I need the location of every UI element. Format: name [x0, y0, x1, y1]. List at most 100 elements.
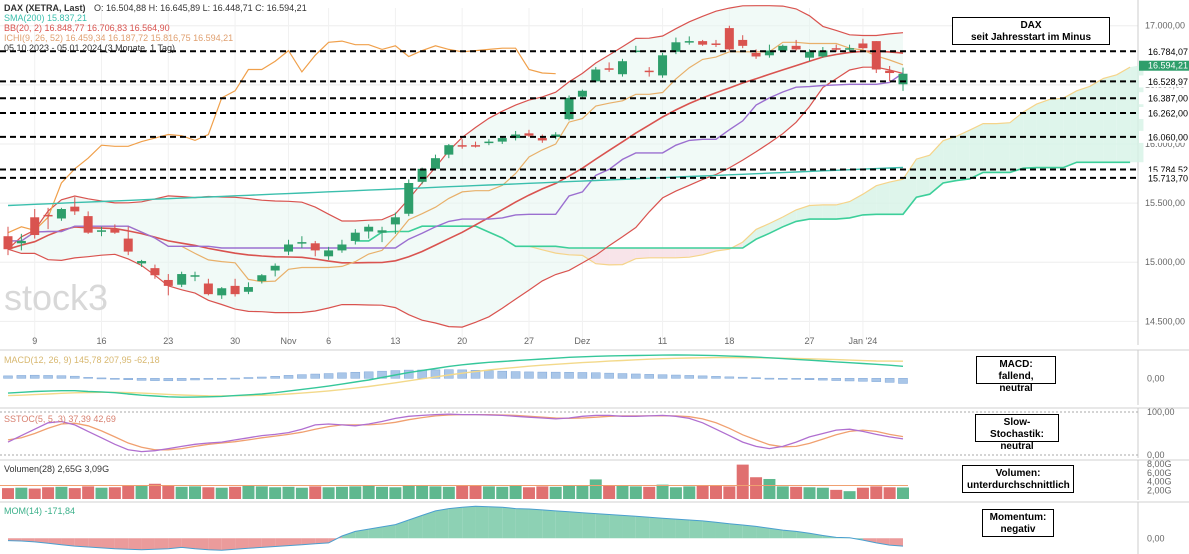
macd-histogram-bar	[898, 378, 908, 384]
macd-y-tick-label: 0,00	[1147, 373, 1165, 383]
momentum-area-segment	[515, 508, 529, 539]
candle-body	[738, 39, 748, 46]
candle-body	[110, 229, 120, 233]
volume-bar	[335, 486, 348, 499]
ichimoku-cloud	[662, 248, 676, 258]
volume-bar	[349, 486, 362, 499]
macd-histogram-bar	[657, 374, 668, 379]
volume-bar	[656, 484, 669, 499]
ichimoku-cloud	[756, 223, 770, 240]
volume-bar	[763, 478, 776, 499]
level-label: 16.262,00	[1148, 109, 1188, 119]
candle-body	[257, 275, 267, 282]
annotation-dax: DAX seit Jahresstart im Minus	[952, 17, 1110, 45]
momentum-area-segment	[88, 538, 102, 548]
candle-body	[551, 134, 561, 137]
sma-legend: SMA(200) 15.837,21	[4, 13, 88, 23]
momentum-area-segment	[675, 519, 690, 539]
stoch-d-line	[7, 413, 904, 451]
macd-histogram-bar	[564, 371, 574, 379]
candle-body	[845, 48, 855, 50]
candle-body	[577, 90, 587, 97]
volume-bar	[803, 487, 816, 499]
candle-body	[417, 168, 427, 182]
momentum-area-segment	[141, 538, 155, 550]
candle-body	[791, 45, 801, 50]
level-label-bg	[1139, 171, 1189, 184]
candle-body	[858, 43, 868, 49]
annotation-dax-line1: DAX	[1020, 20, 1042, 31]
momentum-area-segment	[502, 507, 516, 539]
candle-body	[524, 133, 534, 136]
momentum-area-segment	[889, 538, 903, 547]
candle-body	[56, 209, 66, 219]
momentum-area-segment	[635, 516, 650, 539]
volume-bar	[389, 487, 402, 499]
candle-body	[3, 236, 13, 250]
momentum-area-segment	[582, 512, 596, 539]
volume-y-tick-label: 8,00G	[1147, 459, 1172, 469]
momentum-area-segment	[341, 531, 356, 539]
candle-body	[150, 268, 160, 276]
x-tick-label: 13	[390, 336, 400, 346]
macd-histogram-bar	[163, 378, 174, 382]
momentum-panel: 0,00	[0, 501, 1189, 554]
main-panel: 14.500,00 15.000,00 15.500,00 16.000,00 16.5…	[0, 0, 1189, 346]
ichimoku-cloud	[836, 201, 850, 220]
main-y-tick-label: 15.000,00	[1145, 257, 1185, 267]
macd-histogram-bar	[791, 378, 801, 380]
candle-body	[43, 214, 53, 217]
main-y-tick-label: 16.000,00	[1145, 139, 1185, 149]
ohlc-values: O: 16.504,88 H: 16.645,89 L: 16.448,71 C…	[94, 3, 307, 13]
macd-histogram-bar	[778, 378, 788, 380]
candle-body	[831, 48, 841, 50]
main-y-tick-label: 17.000,00	[1145, 21, 1185, 31]
volume-bar	[776, 486, 789, 499]
annotation-volume-line1: Volumen:	[995, 468, 1041, 479]
macd-histogram-bar	[470, 370, 481, 379]
volume-bar	[830, 489, 843, 499]
candle-body	[658, 55, 668, 76]
volume-bar	[15, 487, 28, 499]
volume-y-tick-label: 2,00G	[1147, 485, 1172, 495]
ichimoku-cloud	[956, 130, 970, 181]
momentum-y-tick-label: 0,00	[1147, 533, 1165, 543]
volume-bar	[175, 486, 188, 499]
volume-y-tick-label: 4,00G	[1147, 477, 1172, 487]
level-label: 16.784,07	[1148, 47, 1188, 57]
header-legend: DAX (XETRA, Last) O: 16.504,88 H: 16.645…	[4, 3, 313, 53]
momentum-area-segment	[595, 513, 610, 539]
macd-histogram-bar	[671, 374, 681, 379]
volume-bar	[309, 486, 322, 499]
macd-histogram-bar	[29, 374, 40, 379]
annotation-stoch-line1: Slow-Stochastik:	[990, 417, 1044, 440]
momentum-area-segment	[729, 523, 743, 539]
candle-body	[16, 240, 26, 244]
macd-histogram-bar	[363, 371, 374, 379]
momentum-area-segment	[368, 526, 383, 539]
candle-body	[97, 230, 107, 232]
momentum-area-segment	[61, 538, 75, 547]
candle-body	[83, 216, 93, 233]
senkou-span-b-line	[355, 161, 1131, 249]
volume-bar	[202, 487, 215, 499]
momentum-area-segment	[782, 530, 797, 539]
candle-body	[617, 61, 627, 75]
momentum-area-segment	[876, 538, 890, 546]
momentum-area-segment	[715, 522, 730, 539]
candle-body	[684, 41, 694, 43]
volume-bar	[295, 487, 308, 499]
ichimoku-cloud	[769, 216, 783, 234]
macd-histogram-bar	[684, 375, 695, 379]
annotation-momentum: Momentum: negativ	[982, 509, 1054, 537]
ichimoku-cloud	[929, 140, 944, 195]
candle-body	[751, 52, 761, 57]
volume-bar	[563, 485, 576, 499]
bb-mid-line	[7, 50, 904, 264]
volume-bar	[669, 487, 682, 499]
level-label-bg	[1139, 75, 1189, 88]
macd-histogram-bar	[697, 375, 708, 379]
x-tick-label: 18	[724, 336, 734, 346]
